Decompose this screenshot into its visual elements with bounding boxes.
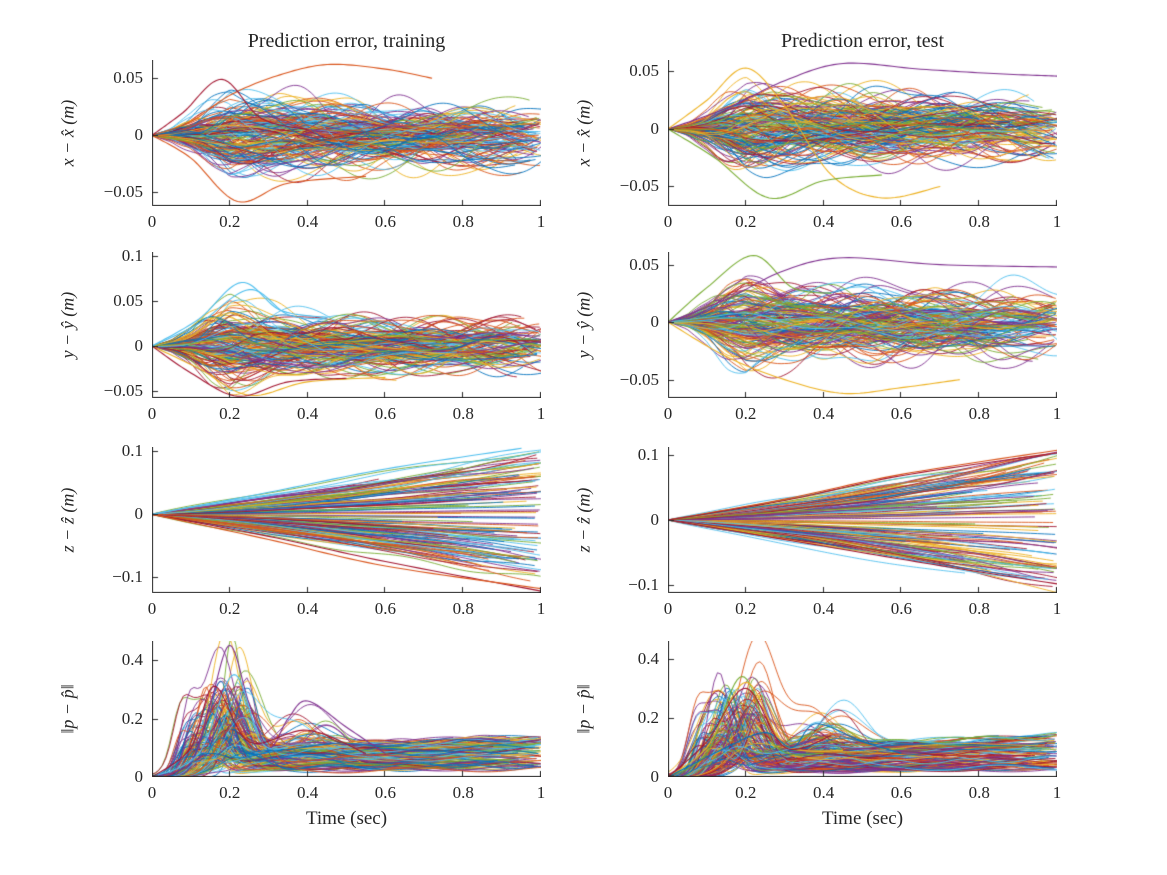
y-tick-label: 0 (134, 767, 144, 786)
x-tick-label: 0.4 (296, 404, 319, 423)
x-tick-label: 0.2 (735, 599, 757, 618)
x-tick-label: 0.6 (890, 599, 913, 618)
y-tick-label: 0.05 (113, 291, 143, 311)
x-tick-label: 0.4 (296, 783, 319, 802)
x-tick-label: 0 (147, 783, 157, 802)
y-tick-label: 0 (650, 118, 660, 138)
x-tick-label: 1 (1052, 599, 1062, 618)
x-tick-label: 0.8 (968, 783, 990, 802)
y-tick-label: 0.05 (629, 61, 659, 81)
x-tick-label: 0 (147, 212, 157, 231)
x-tick-label: 0.8 (452, 404, 474, 423)
y-tick-label: −0.05 (103, 182, 143, 202)
x-tick-label: 0.6 (374, 599, 397, 618)
x-tick-label: 0.2 (219, 599, 241, 618)
x-tick-label: 0.4 (296, 212, 319, 231)
subplot-title: Prediction error, training (247, 30, 446, 52)
x-tick-label: 0.2 (735, 783, 757, 802)
y-tick-label: −0.05 (619, 176, 659, 196)
y-tick-label: 0.05 (113, 68, 143, 88)
x-tick-label: 0.6 (890, 783, 913, 802)
x-tick-label: 0 (147, 404, 157, 423)
plot-area-canvas (152, 641, 541, 777)
y-tick-label: 0.05 (629, 254, 659, 274)
y-tick-label: 0 (650, 767, 660, 786)
x-tick-label: 1 (536, 783, 546, 802)
y-tick-label: −0.05 (619, 369, 659, 389)
y-tick-label: 0.4 (637, 648, 659, 668)
plot-area-canvas (152, 60, 541, 206)
x-tick-label: 1 (1052, 212, 1062, 231)
plot-area-canvas (152, 252, 541, 398)
y-tick-label: 0 (134, 336, 144, 356)
x-tick-label: 0.4 (812, 212, 835, 231)
x-tick-label: 0.4 (812, 404, 835, 423)
x-tick-label: 0.6 (890, 212, 913, 231)
y-tick-label: 0.4 (121, 650, 143, 669)
x-tick-label: 0.2 (219, 404, 241, 423)
y-tick-label: 0.1 (637, 444, 659, 464)
x-axis-label: Time (sec) (821, 808, 904, 829)
x-tick-label: 0 (663, 404, 673, 423)
x-tick-label: 0.8 (452, 212, 474, 231)
y-tick-label: 0 (650, 312, 660, 332)
y-tick-label: −0.1 (112, 567, 143, 587)
x-tick-label: 1 (1052, 404, 1062, 423)
x-tick-label: 0.8 (968, 212, 990, 231)
x-tick-label: 0.6 (374, 212, 397, 231)
plot-area-canvas (668, 60, 1057, 206)
x-tick-label: 0 (663, 212, 673, 231)
x-tick-label: 0.6 (374, 404, 397, 423)
x-tick-label: 0.8 (452, 783, 474, 802)
y-tick-label: 0.1 (121, 441, 143, 461)
plot-area-canvas (668, 447, 1057, 593)
x-tick-label: 0 (663, 783, 673, 802)
x-tick-label: 1 (536, 404, 546, 423)
y-tick-label: 0 (650, 510, 660, 529)
plot-area-canvas (152, 447, 541, 593)
x-tick-label: 0.2 (735, 404, 757, 423)
x-tick-label: 0.8 (452, 599, 474, 618)
plot-area-canvas (668, 641, 1057, 777)
x-tick-label: 0.4 (296, 599, 319, 618)
x-axis-label: Time (sec) (305, 808, 388, 829)
y-tick-label: 0.1 (121, 246, 143, 266)
y-tick-label: 0 (134, 125, 144, 145)
x-tick-label: 0.8 (968, 404, 990, 423)
plot-area-canvas (668, 252, 1057, 398)
x-tick-label: 0.2 (219, 783, 241, 802)
x-tick-label: 0.4 (812, 783, 835, 802)
x-tick-label: 0.6 (374, 783, 397, 802)
y-tick-label: 0.2 (637, 707, 659, 727)
x-tick-label: 0.2 (219, 212, 241, 231)
x-tick-label: 0.8 (968, 599, 990, 618)
x-tick-label: 1 (1052, 783, 1062, 802)
x-tick-label: 0.2 (735, 212, 757, 231)
x-tick-label: 1 (536, 599, 546, 618)
y-tick-label: −0.05 (103, 380, 143, 400)
x-tick-label: 1 (536, 212, 546, 231)
y-tick-label: −0.1 (628, 575, 659, 595)
x-tick-label: 0 (663, 599, 673, 618)
x-tick-label: 0.6 (890, 404, 913, 423)
y-tick-label: 0 (134, 504, 144, 524)
subplot-title: Prediction error, test (780, 30, 945, 52)
x-tick-label: 0 (147, 599, 157, 618)
y-tick-label: 0.2 (121, 708, 143, 728)
x-tick-label: 0.4 (812, 599, 835, 618)
